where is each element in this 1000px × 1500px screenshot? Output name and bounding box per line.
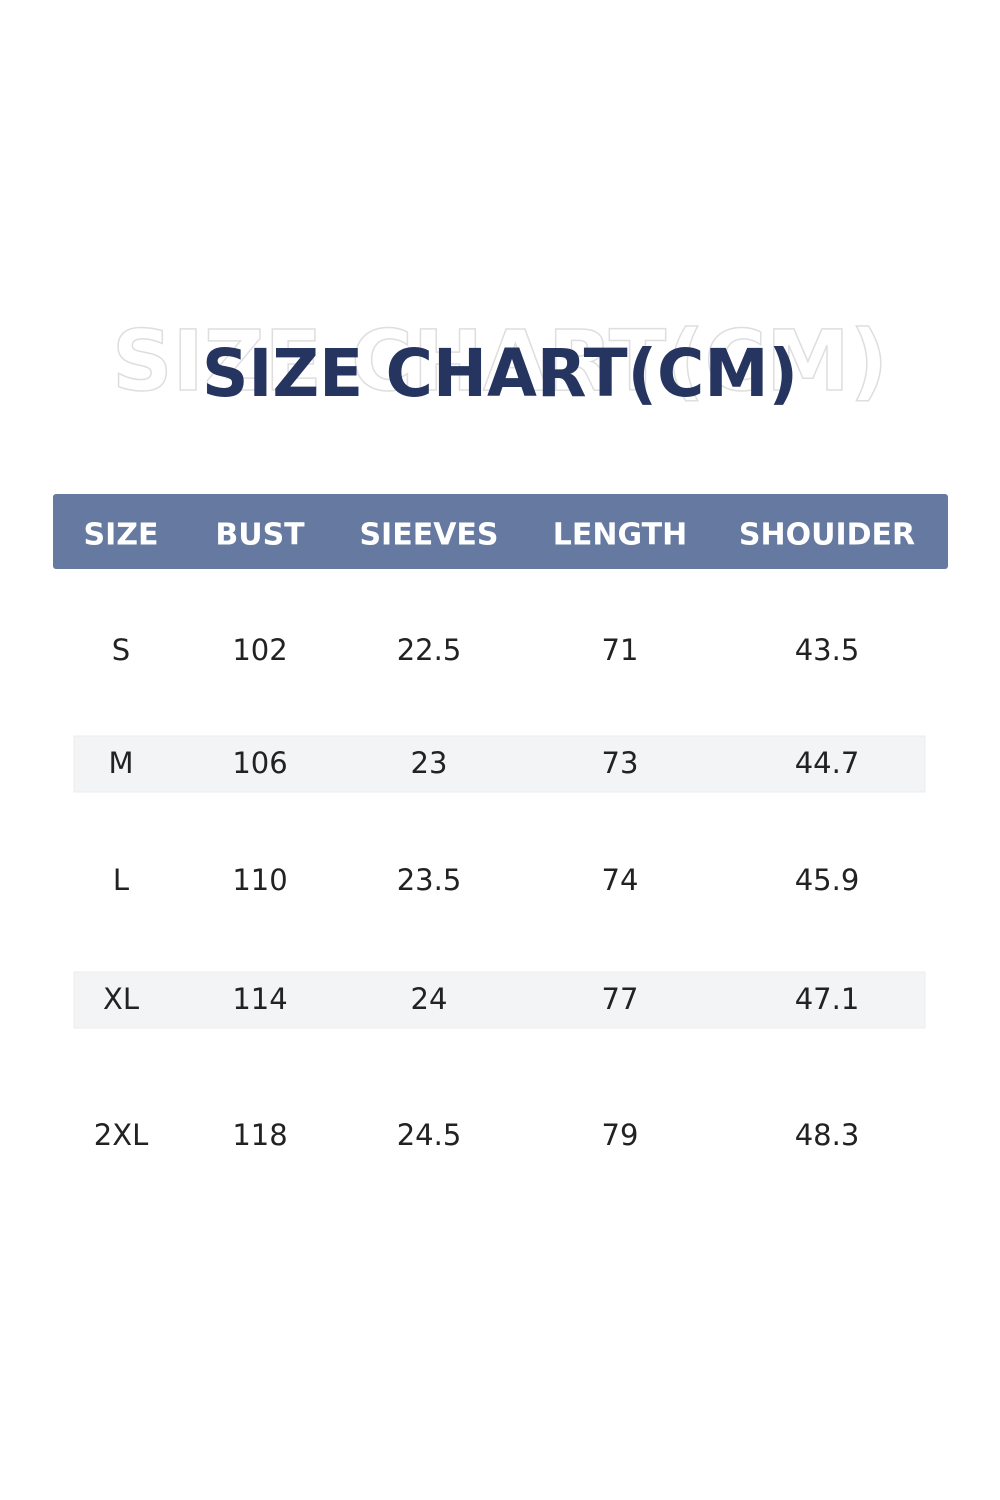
- cell: 23: [411, 746, 448, 780]
- cell: 44.7: [795, 746, 860, 780]
- cell: 114: [232, 982, 287, 1016]
- title: SIZE CHART(CM): [202, 335, 798, 412]
- cell: 71: [602, 633, 639, 667]
- cell: 24.5: [397, 1118, 462, 1152]
- cell: L: [113, 863, 129, 897]
- cell: 23.5: [397, 863, 462, 897]
- cell: 47.1: [795, 982, 860, 1016]
- cell: 77: [602, 982, 639, 1016]
- cell: M: [108, 746, 133, 780]
- cell: 106: [232, 746, 287, 780]
- cell: XL: [103, 982, 139, 1016]
- cell: 118: [232, 1118, 287, 1152]
- row-band: [73, 735, 926, 793]
- header-cell: LENGTH: [553, 518, 687, 553]
- table: SIZE BUST SIEEVES LENGTH SHOUIDER S 102 22.5 71 4…: [73, 518, 926, 1152]
- header-cell: SHOUIDER: [739, 518, 915, 553]
- header-cell: BUST: [215, 518, 305, 553]
- cell: 102: [232, 633, 287, 667]
- cell: 24: [411, 982, 448, 1016]
- cell: 43.5: [795, 633, 860, 667]
- cell: 45.9: [795, 863, 860, 897]
- cell: 74: [602, 863, 639, 897]
- cell: 73: [602, 746, 639, 780]
- cell: 48.3: [795, 1118, 860, 1152]
- cell: 2XL: [94, 1118, 148, 1152]
- cell: 22.5: [397, 633, 462, 667]
- header-cell: SIEEVES: [359, 518, 498, 553]
- cell: S: [112, 633, 130, 667]
- header-cell: SIZE: [83, 518, 158, 553]
- header-bar: [53, 494, 948, 569]
- row-band: [73, 971, 926, 1029]
- cell: 110: [232, 863, 287, 897]
- title-outline: SIZE CHART(CM): [112, 312, 888, 410]
- cell: 79: [602, 1118, 639, 1152]
